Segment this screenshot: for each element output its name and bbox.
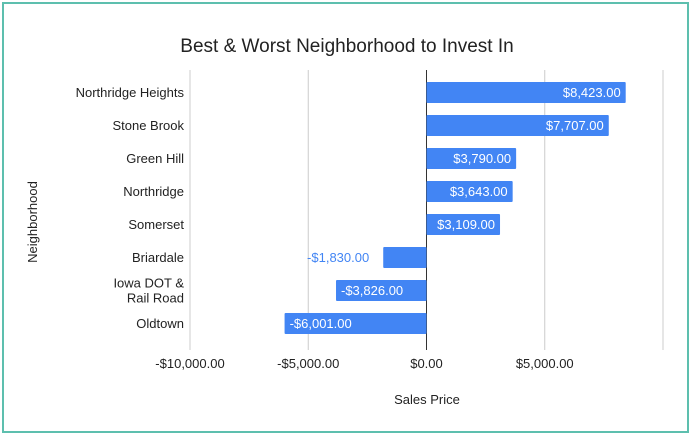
- x-tick-label: -$5,000.00: [277, 356, 339, 371]
- category-label: Northridge Heights: [76, 85, 185, 100]
- category-label: Northridge: [123, 184, 184, 199]
- category-label: Iowa DOT & Rail Road: [113, 276, 184, 306]
- category-label: Oldtown: [136, 316, 184, 331]
- category-labels: Northridge Heights Stone Brook Green Hill N…: [76, 85, 185, 331]
- bar: [426, 115, 609, 136]
- chart-title: Best & Worst Neighborhood to Invest In: [180, 36, 513, 57]
- data-label: $8,423.00: [563, 85, 621, 100]
- x-tick-label: -$10,000.00: [155, 356, 224, 371]
- data-label: $7,707.00: [546, 118, 604, 133]
- bar: [336, 280, 427, 301]
- gridlines: [189, 70, 664, 350]
- bars: [284, 82, 626, 334]
- bar-chart: Best & Worst Neighborhood to Invest In N…: [25, 36, 664, 407]
- data-labels: $8,423.00 $7,707.00 $3,790.00 $3,643.00 $3,1…: [290, 85, 621, 331]
- bar: [383, 247, 427, 268]
- data-label: $3,790.00: [453, 151, 511, 166]
- data-label: $3,109.00: [437, 217, 495, 232]
- bar: [426, 214, 501, 235]
- x-tick-label: $0.00: [410, 356, 443, 371]
- category-label: Somerset: [128, 217, 184, 232]
- bar: [426, 181, 513, 202]
- x-tick-labels: -$10,000.00 -$5,000.00 $0.00 $5,000.00: [155, 356, 573, 371]
- data-label: -$1,830.00: [307, 250, 369, 265]
- x-tick-label: $5,000.00: [516, 356, 574, 371]
- data-label: -$6,001.00: [290, 316, 352, 331]
- category-label: Green Hill: [126, 151, 184, 166]
- bar: [426, 148, 517, 169]
- y-axis-label: Neighborhood: [25, 181, 40, 263]
- data-label: $3,643.00: [450, 184, 508, 199]
- x-axis-label: Sales Price: [394, 392, 460, 407]
- data-label: -$3,826.00: [341, 283, 403, 298]
- bar: [284, 313, 427, 334]
- bar: [426, 82, 626, 103]
- category-label: Briardale: [132, 250, 184, 265]
- category-label: Stone Brook: [112, 118, 184, 133]
